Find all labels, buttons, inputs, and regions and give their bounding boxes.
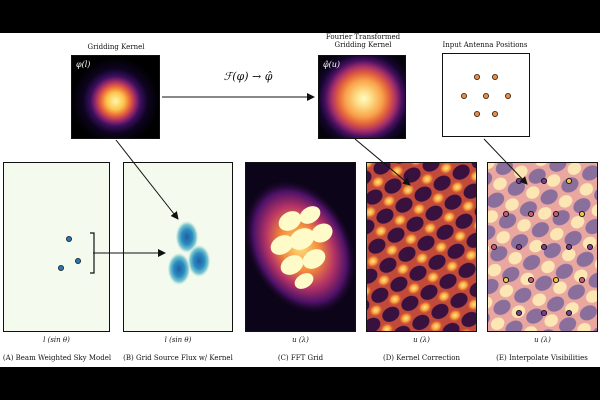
- fourier-transform-label: ℱ(φ) → φ̂: [223, 70, 273, 83]
- interpolate-visibilities-plot: [488, 163, 597, 331]
- gridded-source-blob: [187, 244, 211, 278]
- fft-grid-panel: [245, 162, 356, 332]
- visibility-marker: [565, 177, 573, 185]
- axis-label-e: u (λ): [534, 336, 551, 344]
- visibility-marker: [565, 309, 573, 317]
- antenna-marker: [492, 73, 499, 80]
- antenna-marker: [505, 93, 512, 100]
- antenna-positions-plot: [460, 73, 512, 118]
- kernel-correction-panel: [366, 162, 477, 332]
- visibility-marker: [540, 177, 548, 185]
- ft-kernel-title-line2: Gridding Kernel: [334, 41, 392, 49]
- antenna-marker: [483, 93, 490, 100]
- fft-bright-core: [270, 206, 333, 289]
- visibility-marker: [515, 243, 523, 251]
- visibility-marker: [490, 243, 498, 251]
- source-bracket: [90, 232, 95, 274]
- fft-grid-plot: [246, 178, 355, 316]
- ft-kernel-title-line1: Fourier Transformed: [325, 33, 401, 41]
- antenna-positions-panel: [442, 53, 530, 137]
- antenna-marker: [460, 93, 467, 100]
- visibility-marker: [527, 276, 535, 284]
- caption-a: (A) Beam Weighted Sky Model: [2, 354, 112, 362]
- interpolate-visibilities-panel: [487, 162, 598, 332]
- visibility-marker: [552, 210, 560, 218]
- antenna-marker: [473, 111, 480, 118]
- sky-source: [66, 236, 73, 243]
- kernel-correction-field: [367, 163, 476, 331]
- visibility-marker: [540, 309, 548, 317]
- phi-label: φ(l): [76, 60, 91, 69]
- visibility-marker: [578, 210, 586, 218]
- gridding-kernel-title: Gridding Kernel: [87, 43, 145, 51]
- visibility-marker: [502, 276, 510, 284]
- visibility-marker: [552, 276, 560, 284]
- visibility-marker: [527, 210, 535, 218]
- ft-kernel-panel: φ̂(u): [318, 55, 406, 139]
- sky-source: [75, 258, 82, 265]
- phi-hat-label: φ̂(u): [323, 60, 340, 69]
- antenna-positions-title: Input Antenna Positions: [442, 41, 528, 49]
- sky-model-plot: [58, 232, 95, 274]
- visibility-marker: [515, 177, 523, 185]
- visibility-marker: [502, 210, 510, 218]
- gridded-flux-plot: [167, 220, 211, 286]
- axis-label-a: l (sin θ): [43, 336, 70, 344]
- kernel-correction-plot: [367, 163, 476, 331]
- axis-label-d: u (λ): [413, 336, 430, 344]
- gridded-source-blob: [167, 252, 191, 286]
- gridded-source-blob: [175, 220, 199, 254]
- visibility-marker: [540, 243, 548, 251]
- sky-model-panel: [3, 162, 110, 332]
- caption-c: (C) FFT Grid: [277, 354, 324, 362]
- antenna-marker: [492, 111, 499, 118]
- axis-label-c: u (λ): [292, 336, 309, 344]
- visibility-marker: [578, 276, 586, 284]
- caption-d: (D) Kernel Correction: [382, 354, 461, 362]
- visibility-marker: [565, 243, 573, 251]
- visibility-marker: [515, 309, 523, 317]
- caption-e: (E) Interpolate Visibilities: [496, 354, 588, 362]
- gridding-kernel-panel: φ(l): [71, 55, 160, 139]
- antenna-marker: [473, 73, 480, 80]
- figure-canvas: Gridding Kernel Fourier Transformed Grid…: [0, 33, 600, 367]
- gridded-flux-panel: [123, 162, 233, 332]
- caption-b: (B) Grid Source Flux w/ Kernel: [123, 354, 233, 362]
- sky-source: [58, 265, 65, 272]
- visibility-marker: [586, 243, 594, 251]
- axis-label-b: l (sin θ): [164, 336, 192, 344]
